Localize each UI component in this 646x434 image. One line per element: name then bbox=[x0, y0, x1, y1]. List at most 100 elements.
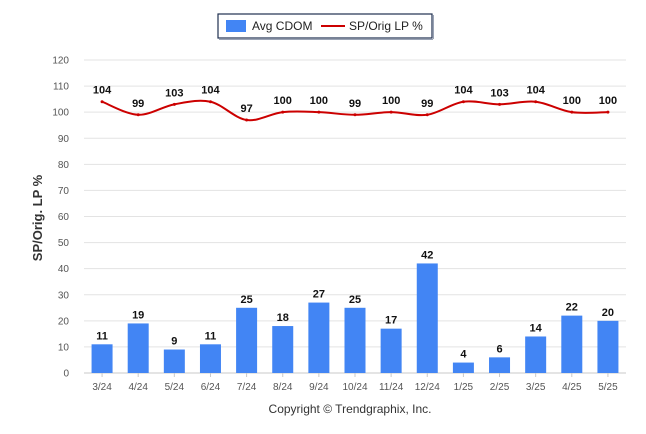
line-series: 104 99 103 104 97 100 100 99 100 99 104 103 104 100 10… bbox=[93, 85, 617, 122]
line-value-label: 104 bbox=[526, 85, 545, 97]
x-tick-label: 6/24 bbox=[201, 382, 221, 393]
y-tick-label: 50 bbox=[58, 238, 70, 249]
line-value-label: 99 bbox=[349, 98, 361, 110]
bar-value-label: 11 bbox=[96, 330, 108, 342]
bar-value-label: 17 bbox=[385, 315, 397, 327]
bar-avg-cdom[interactable] bbox=[308, 302, 330, 373]
bar-avg-cdom[interactable] bbox=[416, 263, 438, 373]
line-value-label: 104 bbox=[201, 85, 220, 97]
y-tick-label: 40 bbox=[58, 264, 70, 275]
x-tick-label: 5/25 bbox=[598, 382, 618, 393]
legend[interactable]: Avg CDOM SP/Orig LP % bbox=[217, 13, 434, 40]
y-axis-title: SP/Orig. LP % bbox=[30, 174, 45, 261]
bar-value-label: 14 bbox=[530, 322, 543, 334]
copyright-footer: Copyright © Trendgraphix, Inc. bbox=[269, 402, 432, 416]
y-tick-label: 90 bbox=[58, 134, 70, 145]
bar-value-label: 6 bbox=[496, 343, 502, 355]
x-tick-label: 2/25 bbox=[490, 382, 510, 393]
bar-avg-cdom[interactable] bbox=[163, 349, 185, 373]
bar-series: 11 19 9 11 25 18 27 25 17 42 4 6 14 22 20 bbox=[91, 249, 619, 373]
line-value-label: 104 bbox=[93, 85, 112, 97]
x-tick-label: 4/25 bbox=[562, 382, 582, 393]
bar-avg-cdom[interactable] bbox=[597, 320, 619, 373]
line-point-sp-orig-lp[interactable] bbox=[498, 102, 502, 106]
y-tick-label: 10 bbox=[58, 342, 70, 353]
legend-label-sp-orig-lp: SP/Orig LP % bbox=[349, 19, 423, 33]
line-value-label: 103 bbox=[165, 87, 183, 99]
y-tick-label: 80 bbox=[58, 160, 70, 171]
y-tick-label: 30 bbox=[58, 290, 70, 301]
line-point-sp-orig-lp[interactable] bbox=[100, 100, 104, 104]
line-point-sp-orig-lp[interactable] bbox=[172, 102, 176, 106]
bar-avg-cdom[interactable] bbox=[127, 323, 149, 373]
bar-value-label: 27 bbox=[313, 289, 325, 301]
line-point-sp-orig-lp[interactable] bbox=[570, 110, 574, 114]
bar-avg-cdom[interactable] bbox=[525, 336, 547, 373]
bar-avg-cdom[interactable] bbox=[272, 326, 294, 373]
y-tick-label: 70 bbox=[58, 186, 70, 197]
bar-avg-cdom[interactable] bbox=[380, 328, 402, 373]
x-tick-label: 12/24 bbox=[415, 382, 440, 393]
line-point-sp-orig-lp[interactable] bbox=[245, 118, 249, 122]
y-tick-label: 100 bbox=[52, 108, 69, 119]
x-tick-label: 10/24 bbox=[342, 382, 367, 393]
y-tick-label: 0 bbox=[63, 369, 69, 380]
bar-value-label: 25 bbox=[349, 294, 361, 306]
x-tick-label: 4/24 bbox=[128, 382, 148, 393]
y-axis-ticks: 0 10 20 30 40 50 60 70 80 90 100 110 120 bbox=[52, 56, 69, 380]
line-point-sp-orig-lp[interactable] bbox=[389, 110, 393, 114]
bar-avg-cdom[interactable] bbox=[452, 362, 474, 373]
line-point-sp-orig-lp[interactable] bbox=[317, 110, 321, 114]
legend-label-avg-cdom: Avg CDOM bbox=[252, 19, 312, 33]
line-value-label: 99 bbox=[421, 98, 433, 110]
x-tick-label: 1/25 bbox=[454, 382, 474, 393]
bar-avg-cdom[interactable] bbox=[236, 307, 258, 373]
line-value-label: 104 bbox=[454, 85, 473, 97]
y-tick-label: 110 bbox=[53, 82, 69, 93]
bar-avg-cdom[interactable] bbox=[344, 307, 366, 373]
x-tick-label: 3/25 bbox=[526, 382, 546, 393]
bar-value-label: 18 bbox=[277, 312, 289, 324]
line-point-sp-orig-lp[interactable] bbox=[461, 100, 465, 104]
x-tick-label: 5/24 bbox=[165, 382, 185, 393]
line-value-label: 100 bbox=[563, 95, 581, 107]
line-value-label: 99 bbox=[132, 98, 144, 110]
y-tick-label: 20 bbox=[58, 316, 70, 327]
bar-value-label: 19 bbox=[132, 309, 144, 321]
y-tick-label: 120 bbox=[52, 56, 69, 67]
x-tick-label: 9/24 bbox=[309, 382, 329, 393]
line-value-label: 100 bbox=[274, 95, 292, 107]
legend-swatch-avg-cdom bbox=[226, 20, 246, 32]
line-point-sp-orig-lp[interactable] bbox=[425, 113, 429, 117]
x-tick-label: 7/24 bbox=[237, 382, 257, 393]
line-point-sp-orig-lp[interactable] bbox=[534, 100, 538, 104]
gridlines bbox=[84, 59, 626, 374]
line-point-sp-orig-lp[interactable] bbox=[281, 110, 285, 114]
bar-avg-cdom[interactable] bbox=[489, 357, 511, 373]
bar-value-label: 22 bbox=[566, 302, 578, 314]
x-tick-label: 11/24 bbox=[379, 382, 404, 393]
line-value-label: 97 bbox=[240, 103, 252, 115]
line-point-sp-orig-lp[interactable] bbox=[353, 113, 357, 117]
line-value-label: 100 bbox=[310, 95, 328, 107]
x-axis-ticks: 3/24 4/24 5/24 6/24 7/24 8/24 9/24 10/24 11/24 12… bbox=[92, 373, 618, 393]
x-tick-label: 3/24 bbox=[92, 382, 112, 393]
line-value-label: 100 bbox=[382, 95, 400, 107]
bar-value-label: 9 bbox=[171, 336, 177, 348]
line-point-sp-orig-lp[interactable] bbox=[208, 100, 212, 104]
bar-value-label: 25 bbox=[240, 294, 252, 306]
bar-value-label: 20 bbox=[602, 307, 614, 319]
bar-avg-cdom[interactable] bbox=[561, 315, 583, 373]
bar-avg-cdom[interactable] bbox=[91, 344, 113, 373]
line-value-label: 100 bbox=[599, 95, 617, 107]
bar-avg-cdom[interactable] bbox=[199, 344, 221, 373]
bar-value-label: 42 bbox=[421, 249, 433, 261]
bar-value-label: 11 bbox=[205, 330, 217, 342]
bar-value-label: 4 bbox=[460, 349, 467, 361]
line-point-sp-orig-lp[interactable] bbox=[606, 110, 610, 114]
line-value-label: 103 bbox=[490, 87, 508, 99]
line-point-sp-orig-lp[interactable] bbox=[136, 113, 140, 117]
y-tick-label: 60 bbox=[58, 212, 70, 223]
